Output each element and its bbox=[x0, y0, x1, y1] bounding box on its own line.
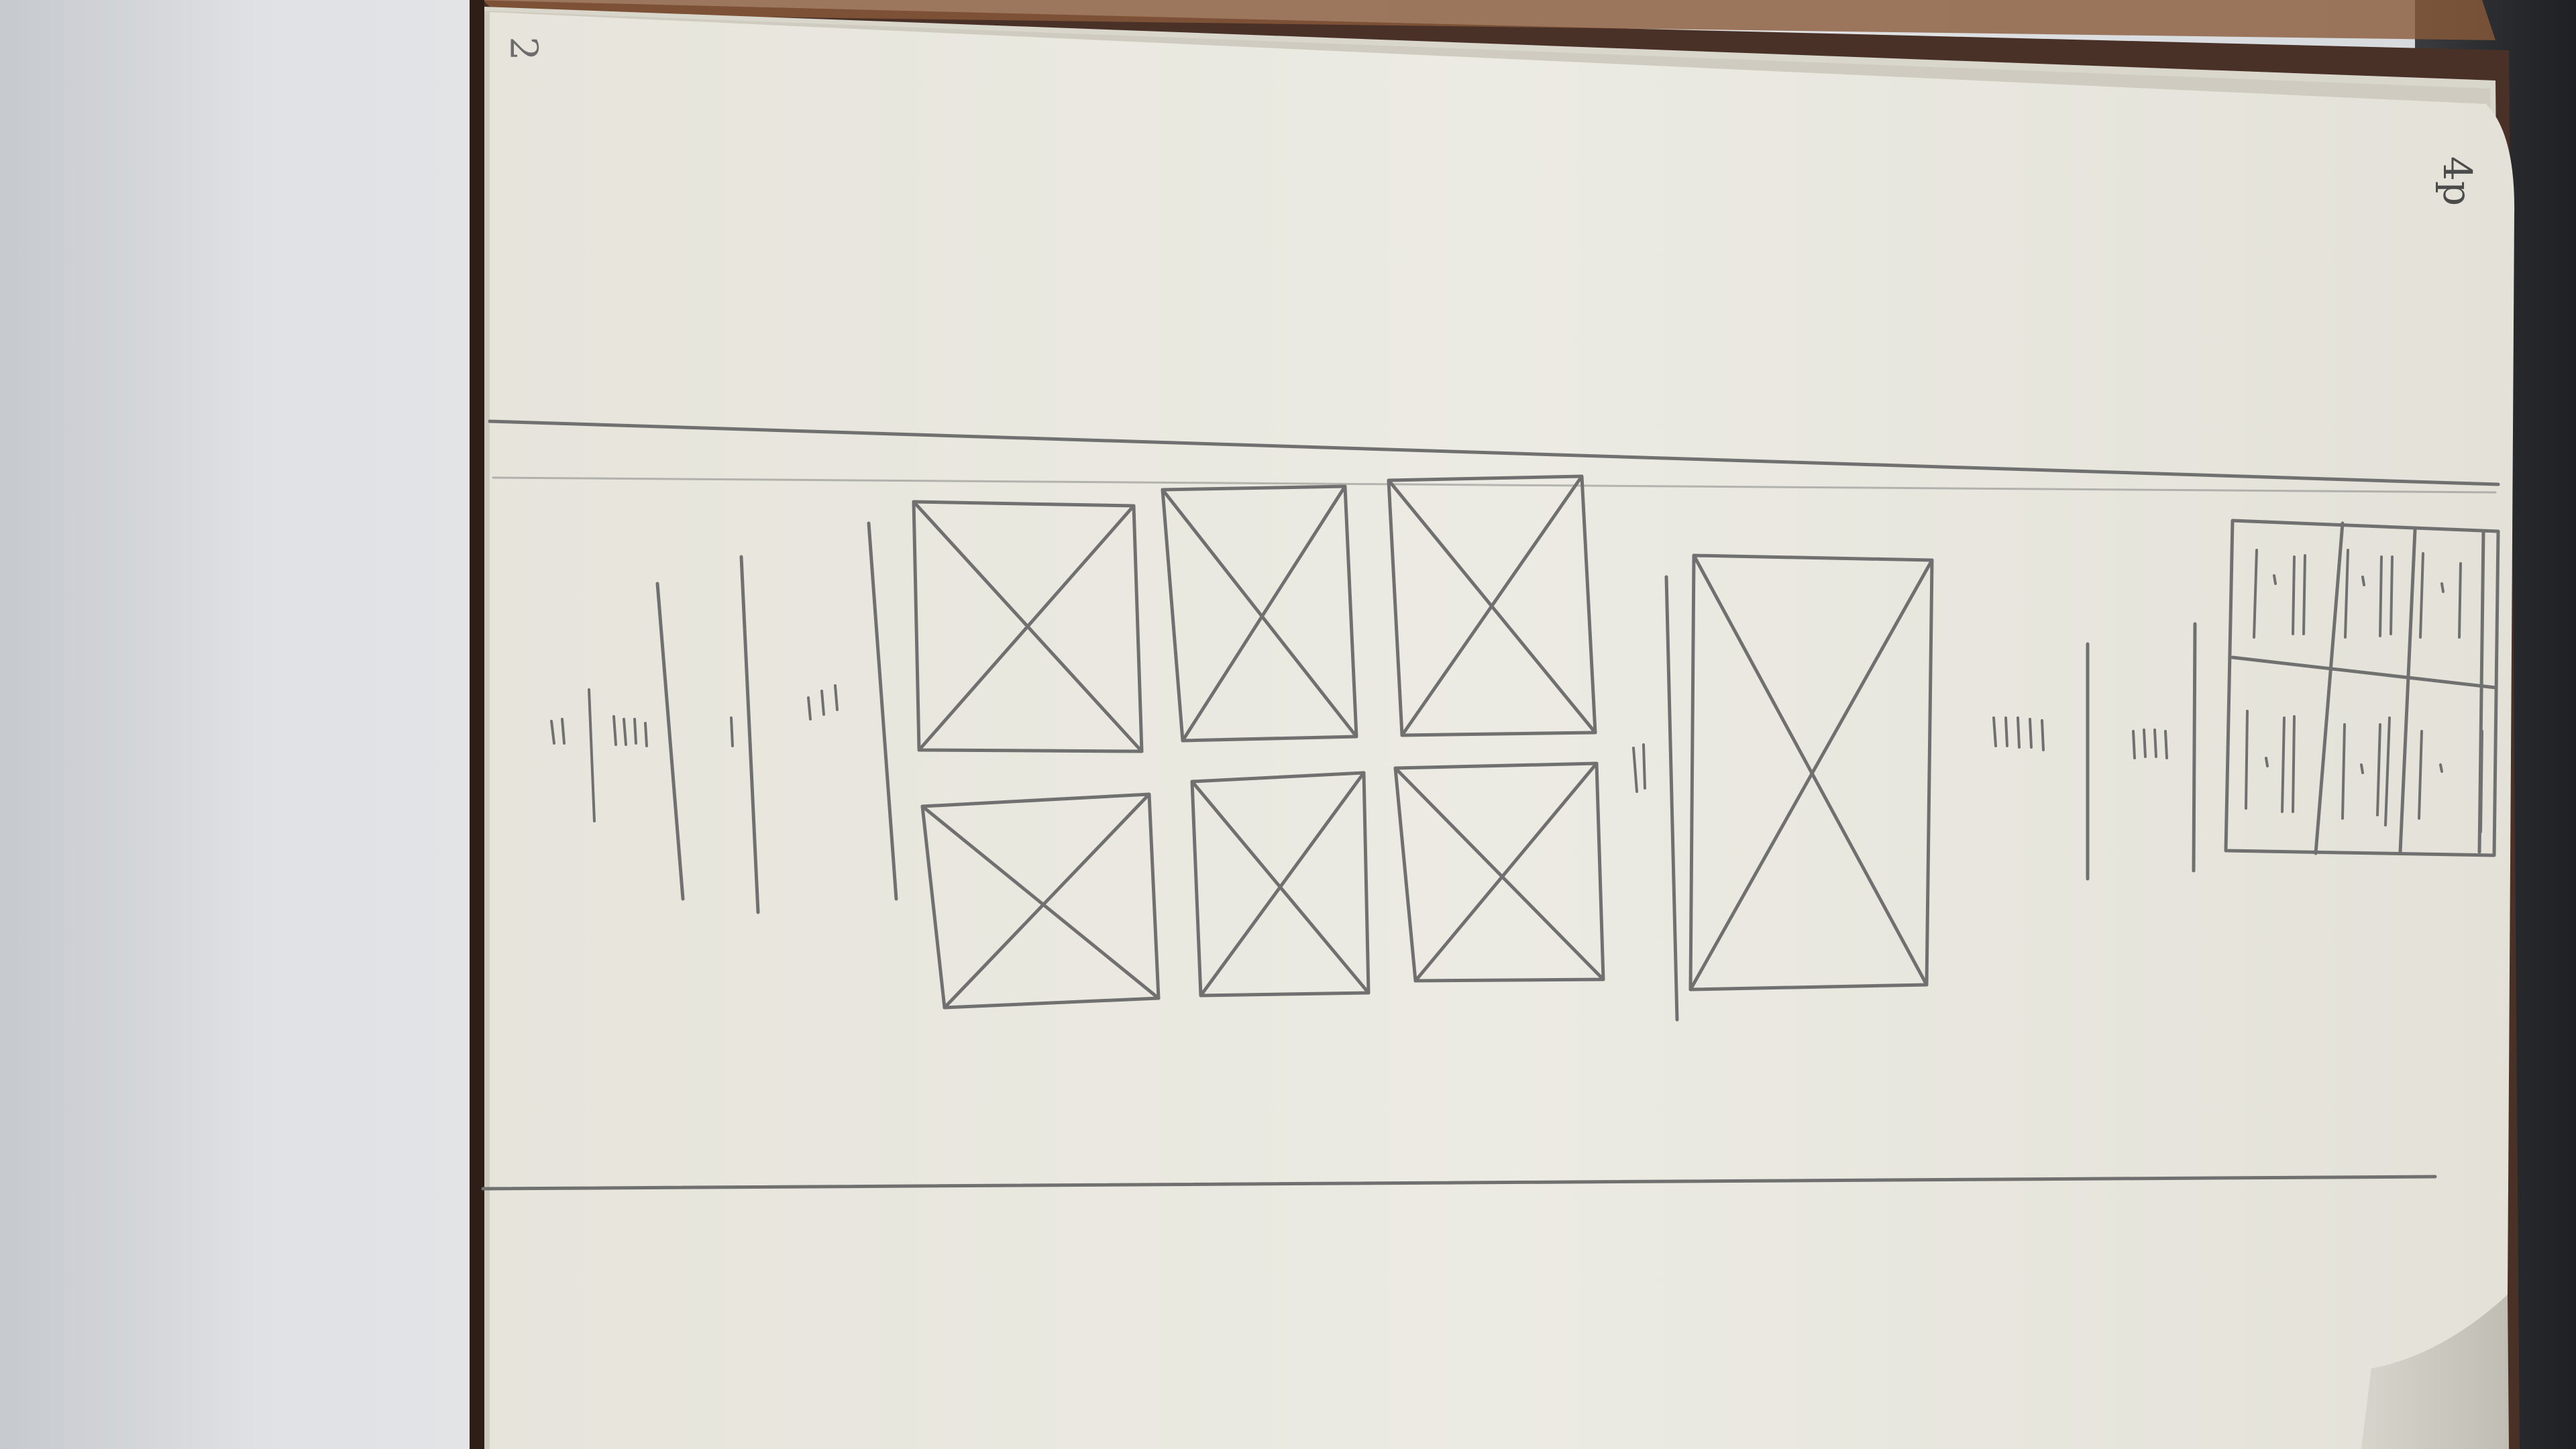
image-placeholder bbox=[1161, 484, 1358, 743]
image-placeholder bbox=[1393, 761, 1605, 983]
sketch-page bbox=[490, 12, 2515, 1449]
image-placeholder bbox=[1387, 474, 1597, 737]
page-number: 2 bbox=[501, 36, 545, 61]
large-image-placeholder bbox=[1688, 553, 1934, 991]
image-placeholder bbox=[920, 792, 1161, 1010]
image-placeholder bbox=[1190, 771, 1371, 998]
image-placeholder-grid bbox=[912, 474, 1605, 1010]
separator-marks bbox=[1632, 575, 1679, 1022]
table-sketch bbox=[2224, 519, 2500, 857]
header-divider-line-faint bbox=[492, 476, 2497, 494]
left-text-scribbles bbox=[550, 521, 898, 914]
corner-note: 4p bbox=[2434, 156, 2481, 207]
header-divider-line bbox=[488, 419, 2500, 486]
right-text-scribbles bbox=[1992, 622, 2197, 881]
image-placeholder bbox=[912, 500, 1144, 753]
wireframe-sketch bbox=[481, 419, 2500, 1191]
footer-divider-line bbox=[481, 1175, 2437, 1191]
